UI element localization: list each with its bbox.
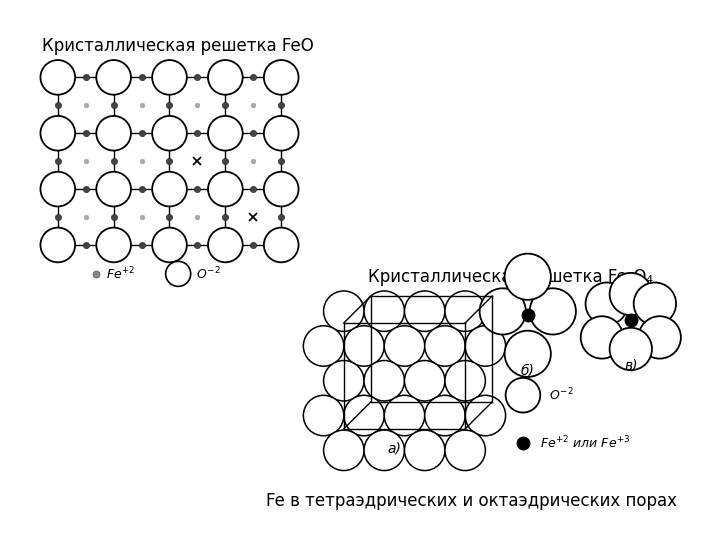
Circle shape: [530, 288, 576, 334]
Circle shape: [581, 316, 623, 359]
Circle shape: [323, 291, 364, 332]
Circle shape: [166, 261, 191, 286]
Circle shape: [152, 172, 186, 206]
Text: $O^{-2}$: $O^{-2}$: [549, 387, 574, 403]
Circle shape: [425, 395, 465, 436]
Text: б): б): [521, 363, 535, 377]
Text: $O^{-2}$: $O^{-2}$: [196, 266, 220, 282]
Text: Fe в тетраэдрических и октаэдрических порах: Fe в тетраэдрических и октаэдрических по…: [266, 492, 678, 510]
Circle shape: [445, 291, 485, 332]
Circle shape: [384, 395, 425, 436]
Circle shape: [40, 172, 75, 206]
Circle shape: [152, 60, 186, 94]
Text: $Fe^{+2}$: $Fe^{+2}$: [106, 266, 135, 282]
Circle shape: [465, 326, 505, 366]
Circle shape: [445, 430, 485, 470]
Circle shape: [264, 172, 299, 206]
Circle shape: [610, 328, 652, 370]
Circle shape: [96, 172, 131, 206]
Circle shape: [585, 282, 628, 325]
Circle shape: [405, 430, 445, 470]
Circle shape: [344, 395, 384, 436]
Circle shape: [323, 430, 364, 470]
Text: $Fe^{+2}$ или $Fe^{+3}$: $Fe^{+2}$ или $Fe^{+3}$: [540, 435, 631, 451]
Circle shape: [152, 228, 186, 262]
Text: Кристаллическая решетка FeO: Кристаллическая решетка FeO: [42, 37, 314, 55]
Circle shape: [384, 326, 425, 366]
Circle shape: [425, 326, 465, 366]
Circle shape: [639, 316, 681, 359]
Circle shape: [465, 395, 505, 436]
Circle shape: [40, 116, 75, 151]
Circle shape: [505, 254, 551, 300]
Circle shape: [344, 326, 384, 366]
Circle shape: [152, 116, 186, 151]
Circle shape: [303, 395, 344, 436]
Circle shape: [480, 288, 526, 334]
Circle shape: [96, 116, 131, 151]
Circle shape: [40, 228, 75, 262]
Circle shape: [208, 172, 243, 206]
Circle shape: [264, 228, 299, 262]
Circle shape: [505, 330, 551, 377]
Circle shape: [264, 60, 299, 94]
Circle shape: [96, 228, 131, 262]
Text: Кристаллическая решетка Fe₃O₄: Кристаллическая решетка Fe₃O₄: [368, 268, 653, 286]
Text: в): в): [624, 358, 637, 372]
Circle shape: [610, 273, 652, 315]
Circle shape: [323, 361, 364, 401]
Circle shape: [208, 60, 243, 94]
Circle shape: [303, 326, 344, 366]
Text: а): а): [388, 442, 402, 456]
Circle shape: [445, 361, 485, 401]
Circle shape: [634, 282, 676, 325]
Circle shape: [364, 291, 405, 332]
Circle shape: [208, 116, 243, 151]
Circle shape: [208, 228, 243, 262]
Circle shape: [364, 430, 405, 470]
Circle shape: [364, 361, 405, 401]
Circle shape: [264, 116, 299, 151]
Circle shape: [505, 378, 540, 413]
Circle shape: [405, 361, 445, 401]
Circle shape: [405, 291, 445, 332]
Circle shape: [96, 60, 131, 94]
Circle shape: [40, 60, 75, 94]
